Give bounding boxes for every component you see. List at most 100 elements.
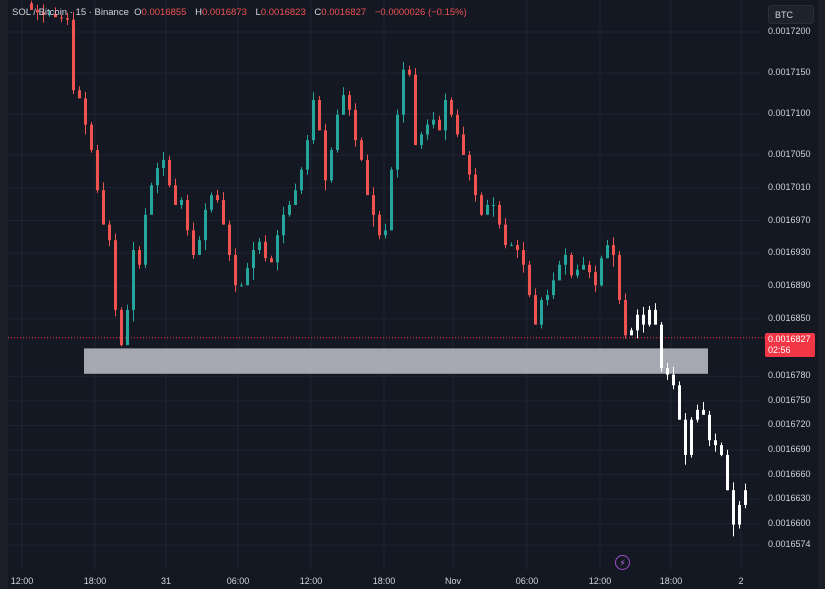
bar-countdown: 02:56 xyxy=(768,345,791,355)
support-zone[interactable] xyxy=(84,348,708,374)
low-value: 0.0016823 xyxy=(260,7,306,18)
candle xyxy=(426,124,429,135)
candle xyxy=(384,230,387,236)
candle xyxy=(492,204,495,206)
right-edge xyxy=(818,0,825,589)
candle xyxy=(396,114,399,170)
projection-candle xyxy=(744,490,747,505)
projection-candle xyxy=(738,504,741,525)
candle xyxy=(198,240,201,255)
projection-candle xyxy=(732,490,735,525)
candle xyxy=(216,195,219,201)
candle xyxy=(252,250,255,269)
projection-candle xyxy=(702,409,705,415)
candle xyxy=(420,134,423,146)
candle xyxy=(576,269,579,276)
candle xyxy=(264,241,267,259)
x-tick-label: 12:00 xyxy=(10,576,34,586)
candle xyxy=(324,130,327,181)
candle xyxy=(624,300,627,336)
candle xyxy=(306,140,309,170)
lightning-icon[interactable]: ⚡︎ xyxy=(615,555,630,570)
candle xyxy=(66,18,69,20)
candle xyxy=(582,264,585,270)
candle xyxy=(162,159,165,169)
candle xyxy=(528,264,531,296)
candle xyxy=(618,254,621,301)
x-tick-label: 06:00 xyxy=(226,576,250,586)
candle xyxy=(96,150,99,191)
candle xyxy=(282,214,285,236)
y-tick-label: 0.0017200 xyxy=(768,26,811,36)
candle xyxy=(138,250,141,265)
candle xyxy=(246,268,249,286)
candle xyxy=(606,245,609,259)
candle xyxy=(144,214,147,265)
candle xyxy=(222,200,225,225)
projection-candle xyxy=(636,314,639,331)
candle xyxy=(156,168,159,186)
candle xyxy=(312,100,315,141)
candle xyxy=(54,13,57,18)
y-tick-label: 0.0016890 xyxy=(768,280,811,291)
candle xyxy=(90,124,93,151)
projection-candle xyxy=(690,419,693,455)
candle xyxy=(318,100,321,131)
change-value: −0.0000026 (−0.15%) xyxy=(374,7,467,18)
candle xyxy=(366,159,369,196)
candle xyxy=(462,134,465,155)
candle xyxy=(102,190,105,225)
candle xyxy=(378,214,381,236)
candle xyxy=(192,230,195,255)
grid xyxy=(8,0,760,570)
candle xyxy=(354,109,357,141)
projection-candle xyxy=(630,330,633,336)
symbol-title[interactable]: SOL / Bitcoin · 15 · Binance xyxy=(12,7,129,18)
candle xyxy=(288,204,291,215)
y-tick-label: 0.0016780 xyxy=(768,370,811,381)
candle xyxy=(36,9,39,13)
candle xyxy=(342,95,345,115)
last-price-badge: 0.0016827 02:56 xyxy=(765,333,815,357)
candle xyxy=(210,195,213,210)
candle xyxy=(432,119,435,125)
projection-candle xyxy=(678,385,681,420)
x-tick-label: 18:00 xyxy=(659,576,683,586)
candle xyxy=(60,17,63,19)
candle xyxy=(588,264,591,273)
close-label: C xyxy=(314,7,322,18)
y-tick-label: 0.0017150 xyxy=(768,66,811,77)
candle xyxy=(30,3,33,10)
candle xyxy=(534,295,537,325)
candle xyxy=(438,119,441,131)
candle xyxy=(174,185,177,205)
projection-candle xyxy=(708,414,711,441)
currency-button[interactable]: BTC xyxy=(768,5,814,24)
candle xyxy=(516,245,519,251)
candle xyxy=(114,240,117,310)
candle xyxy=(360,140,363,160)
candle xyxy=(612,245,615,255)
y-tick-label: 0.0017100 xyxy=(768,107,811,118)
y-tick-label: 0.0016660 xyxy=(768,468,811,479)
y-tick-label: 0.0016930 xyxy=(768,247,811,258)
candle xyxy=(444,100,447,131)
projection-candle xyxy=(714,440,717,446)
x-tick-label: 06:00 xyxy=(515,576,539,586)
projection-candle xyxy=(642,314,645,325)
candle xyxy=(108,224,111,241)
candle xyxy=(132,250,135,310)
y-tick-label: 0.0016750 xyxy=(768,394,811,405)
candle xyxy=(42,12,45,15)
symbol-legend: SOL / Bitcoin · 15 · Binance O0.0016855 … xyxy=(12,7,473,18)
candle xyxy=(450,100,453,115)
candle xyxy=(510,245,513,247)
candle xyxy=(552,280,555,296)
x-tick-label: 18:00 xyxy=(83,576,107,586)
candle xyxy=(486,204,489,215)
candle xyxy=(240,285,243,287)
candle xyxy=(258,241,261,251)
candle xyxy=(570,254,573,276)
